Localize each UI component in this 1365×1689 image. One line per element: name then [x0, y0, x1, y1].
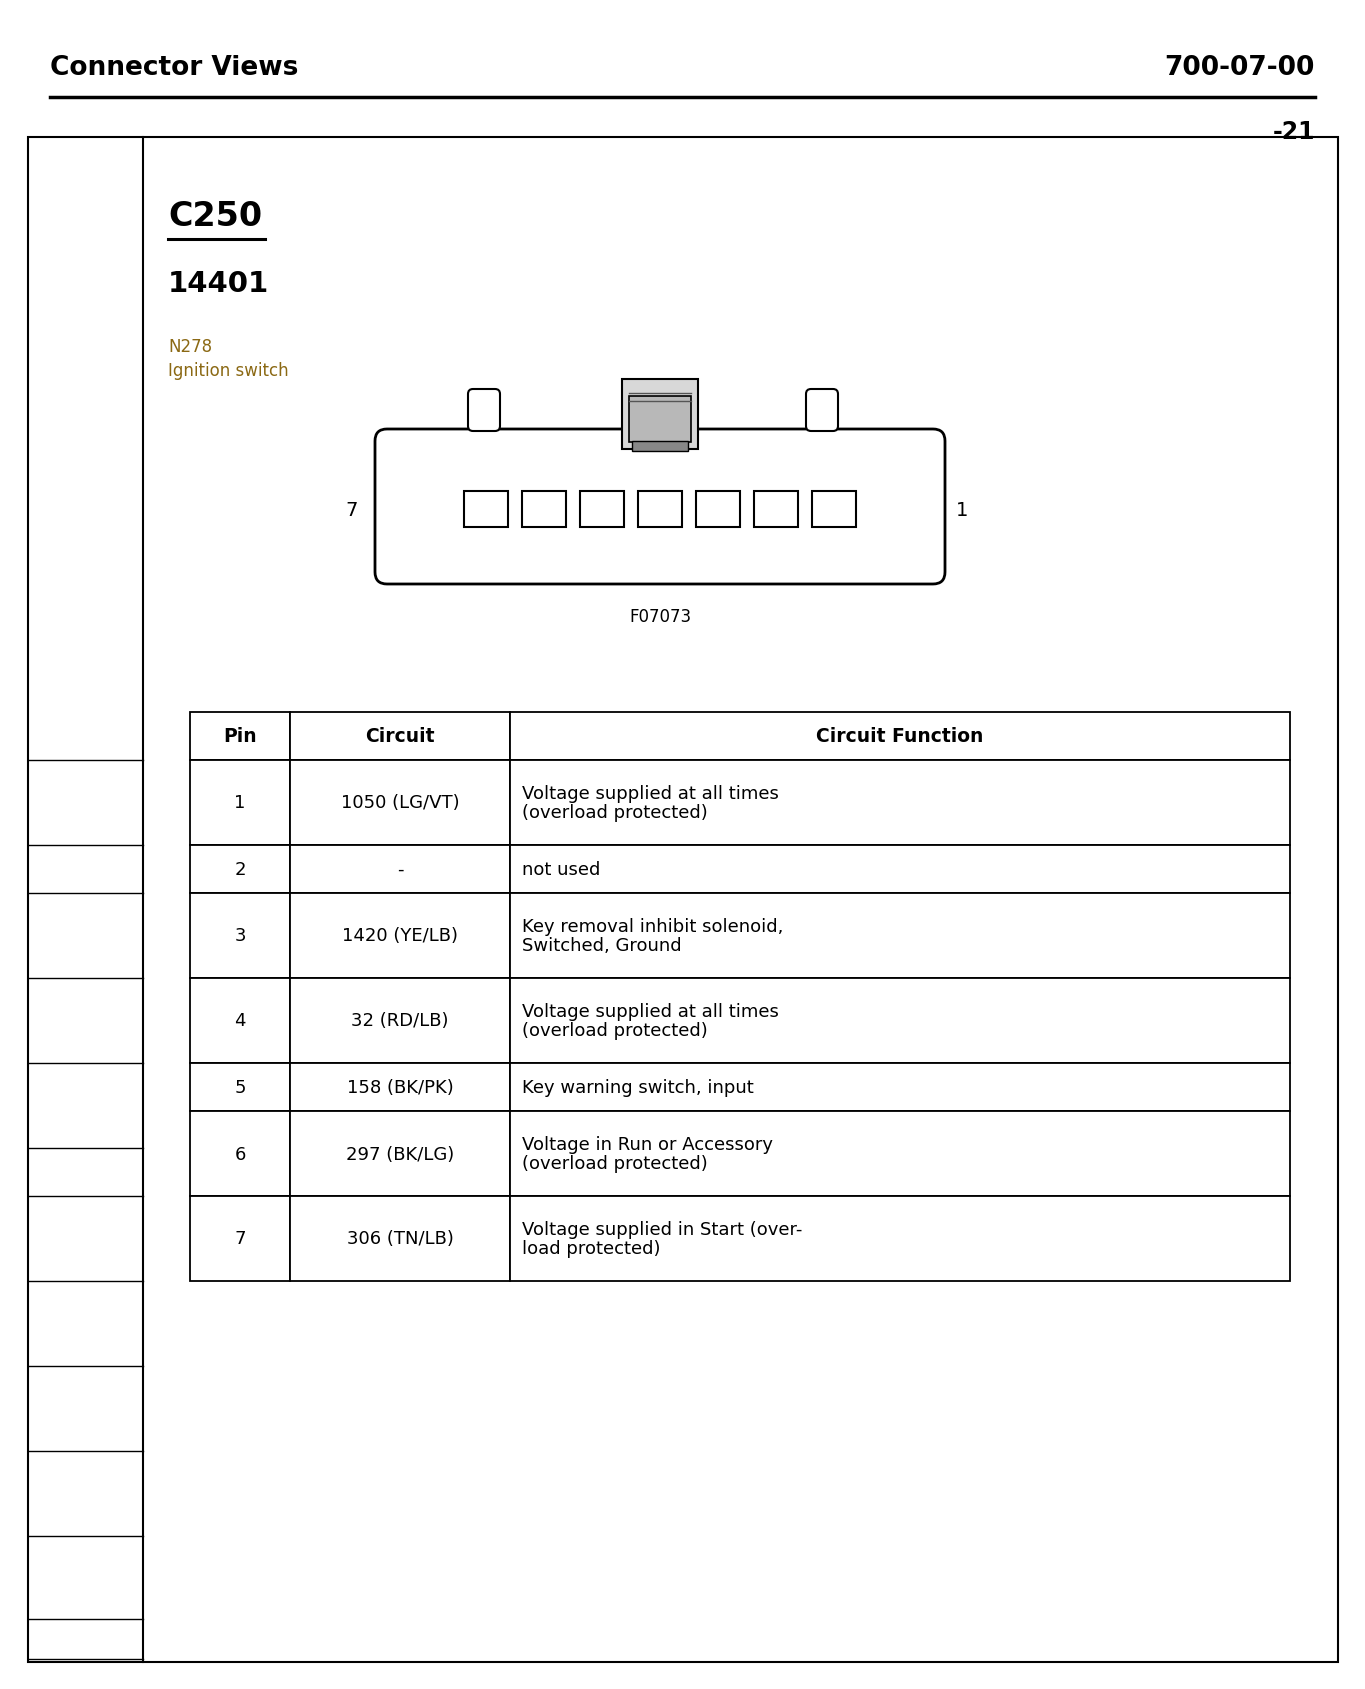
Text: 700-07-00: 700-07-00: [1164, 56, 1314, 81]
Text: 4: 4: [235, 1012, 246, 1030]
Text: 2: 2: [235, 860, 246, 878]
FancyBboxPatch shape: [805, 390, 838, 432]
Text: (overload protected): (overload protected): [521, 804, 707, 821]
Text: not used: not used: [521, 860, 601, 878]
FancyBboxPatch shape: [468, 390, 500, 432]
Bar: [753, 491, 799, 527]
Bar: [289, 760, 511, 846]
Text: (overload protected): (overload protected): [521, 1022, 707, 1039]
Bar: [632, 443, 688, 451]
Bar: [289, 893, 511, 978]
Bar: [511, 713, 1290, 760]
Text: 7: 7: [345, 500, 358, 519]
Text: Voltage supplied at all times: Voltage supplied at all times: [521, 1002, 779, 1020]
Text: Connector Views: Connector Views: [51, 56, 299, 81]
Text: Pin: Pin: [224, 726, 257, 747]
Text: (overload protected): (overload protected): [521, 1154, 707, 1172]
Text: Key warning switch, input: Key warning switch, input: [521, 1078, 753, 1096]
Text: 32 (RD/LB): 32 (RD/LB): [351, 1012, 449, 1030]
Text: Key removal inhibit solenoid,: Key removal inhibit solenoid,: [521, 917, 784, 936]
Text: F07073: F07073: [629, 608, 691, 625]
Text: N278: N278: [168, 338, 212, 356]
Bar: [190, 846, 289, 893]
Text: -: -: [397, 860, 403, 878]
Text: 3: 3: [235, 927, 246, 944]
Text: Circuit: Circuit: [366, 726, 434, 747]
Text: Voltage in Run or Accessory: Voltage in Run or Accessory: [521, 1135, 773, 1154]
Bar: [629, 397, 691, 443]
Bar: [190, 713, 289, 760]
Bar: [812, 491, 856, 527]
Text: 14401: 14401: [168, 270, 269, 297]
Text: Ignition switch: Ignition switch: [168, 361, 288, 380]
Text: 1: 1: [235, 794, 246, 812]
Text: Circuit Function: Circuit Function: [816, 726, 984, 747]
Bar: [289, 1064, 511, 1111]
Bar: [637, 491, 682, 527]
Bar: [289, 713, 511, 760]
Bar: [511, 760, 1290, 846]
Bar: [289, 1111, 511, 1196]
FancyBboxPatch shape: [375, 429, 945, 584]
Bar: [580, 491, 624, 527]
Bar: [511, 1196, 1290, 1282]
Text: Voltage supplied at all times: Voltage supplied at all times: [521, 784, 779, 802]
Text: 7: 7: [235, 1230, 246, 1248]
Bar: [696, 491, 740, 527]
Text: 306 (TN/LB): 306 (TN/LB): [347, 1230, 453, 1248]
Bar: [622, 380, 698, 449]
Bar: [289, 978, 511, 1064]
Bar: [511, 1111, 1290, 1196]
Bar: [190, 760, 289, 846]
Text: -21: -21: [1272, 120, 1314, 144]
Text: Switched, Ground: Switched, Ground: [521, 936, 681, 954]
Bar: [190, 893, 289, 978]
Bar: [521, 491, 566, 527]
Bar: [511, 846, 1290, 893]
Text: 1420 (YE/LB): 1420 (YE/LB): [343, 927, 459, 944]
Text: 5: 5: [235, 1078, 246, 1096]
Bar: [511, 893, 1290, 978]
Bar: [190, 1111, 289, 1196]
Text: 1050 (LG/VT): 1050 (LG/VT): [341, 794, 459, 812]
Text: load protected): load protected): [521, 1240, 661, 1257]
Bar: [511, 978, 1290, 1064]
Text: 297 (BK/LG): 297 (BK/LG): [345, 1145, 455, 1162]
Bar: [190, 978, 289, 1064]
Bar: [511, 1064, 1290, 1111]
Bar: [289, 1196, 511, 1282]
Text: 6: 6: [235, 1145, 246, 1162]
Bar: [190, 1196, 289, 1282]
Text: 1: 1: [955, 500, 968, 519]
Text: 158 (BK/PK): 158 (BK/PK): [347, 1078, 453, 1096]
Bar: [289, 846, 511, 893]
Text: C250: C250: [168, 199, 262, 233]
Bar: [190, 1064, 289, 1111]
Text: Voltage supplied in Start (over-: Voltage supplied in Start (over-: [521, 1219, 803, 1238]
Bar: [464, 491, 508, 527]
